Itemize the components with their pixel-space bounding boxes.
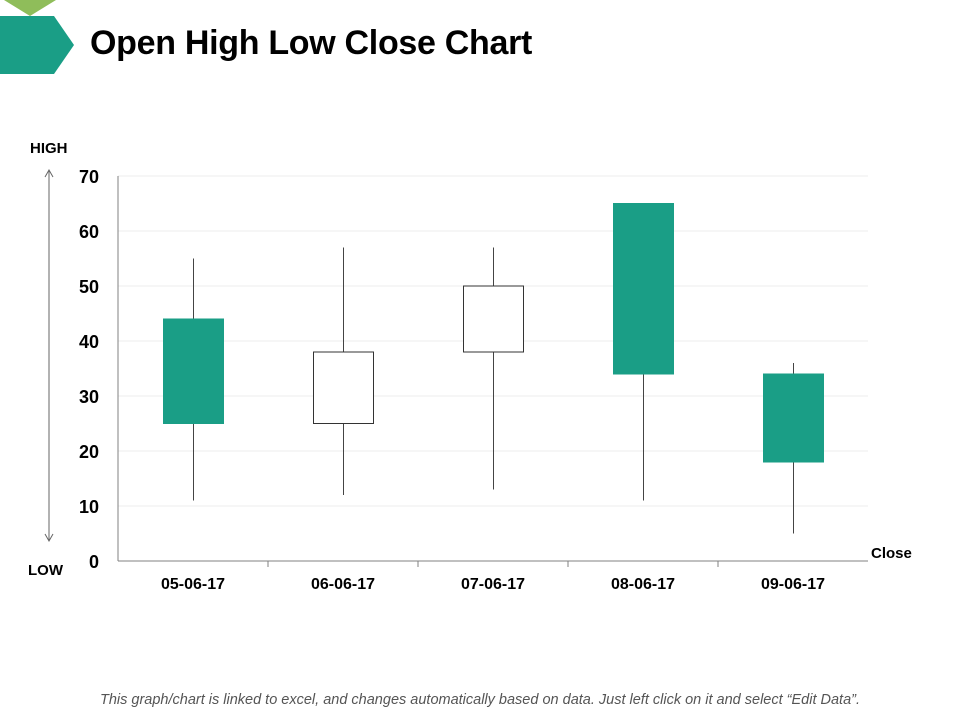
y-tick-label: 20	[79, 442, 99, 462]
chart-axes	[117, 176, 868, 562]
candle-body-down	[763, 373, 824, 463]
x-tick-label: 05-06-17	[161, 576, 225, 593]
header-arrow-decoration	[0, 0, 74, 74]
teal-arrow-shape	[0, 16, 74, 74]
arrow-head-down-icon	[44, 533, 54, 543]
light-green-chevron	[4, 0, 56, 16]
close-label: Close	[871, 545, 912, 562]
y-tick-labels: 0 10 20 30 40 50 60 70	[79, 167, 99, 572]
page-title: Open High Low Close Chart	[90, 24, 533, 62]
low-label: LOW	[28, 562, 63, 579]
y-tick-label: 0	[89, 552, 99, 572]
x-tick-label: 06-06-17	[311, 576, 375, 593]
y-tick-label: 30	[79, 387, 99, 407]
high-label: HIGH	[30, 140, 68, 157]
candle-body-up	[313, 351, 374, 424]
y-tick-label: 70	[79, 167, 99, 187]
x-tick-label: 09-06-17	[761, 576, 825, 593]
x-tick-label: 07-06-17	[461, 576, 525, 593]
x-tick-labels: 05-06-17 06-06-17 07-06-17 08-06-17 09-06-17	[161, 561, 825, 593]
high-low-arrow	[44, 168, 54, 543]
candle-body-down	[163, 318, 224, 424]
x-tick-label: 08-06-17	[611, 576, 675, 593]
candle-body-down	[613, 203, 674, 375]
footnote: This graph/chart is linked to excel, and…	[99, 692, 861, 708]
candles	[163, 203, 824, 534]
arrow-head-up-icon	[44, 168, 54, 178]
candle-body-up	[463, 285, 524, 353]
y-tick-label: 60	[79, 222, 99, 242]
y-tick-label: 50	[79, 277, 99, 297]
y-tick-label: 10	[79, 497, 99, 517]
y-tick-label: 40	[79, 332, 99, 352]
